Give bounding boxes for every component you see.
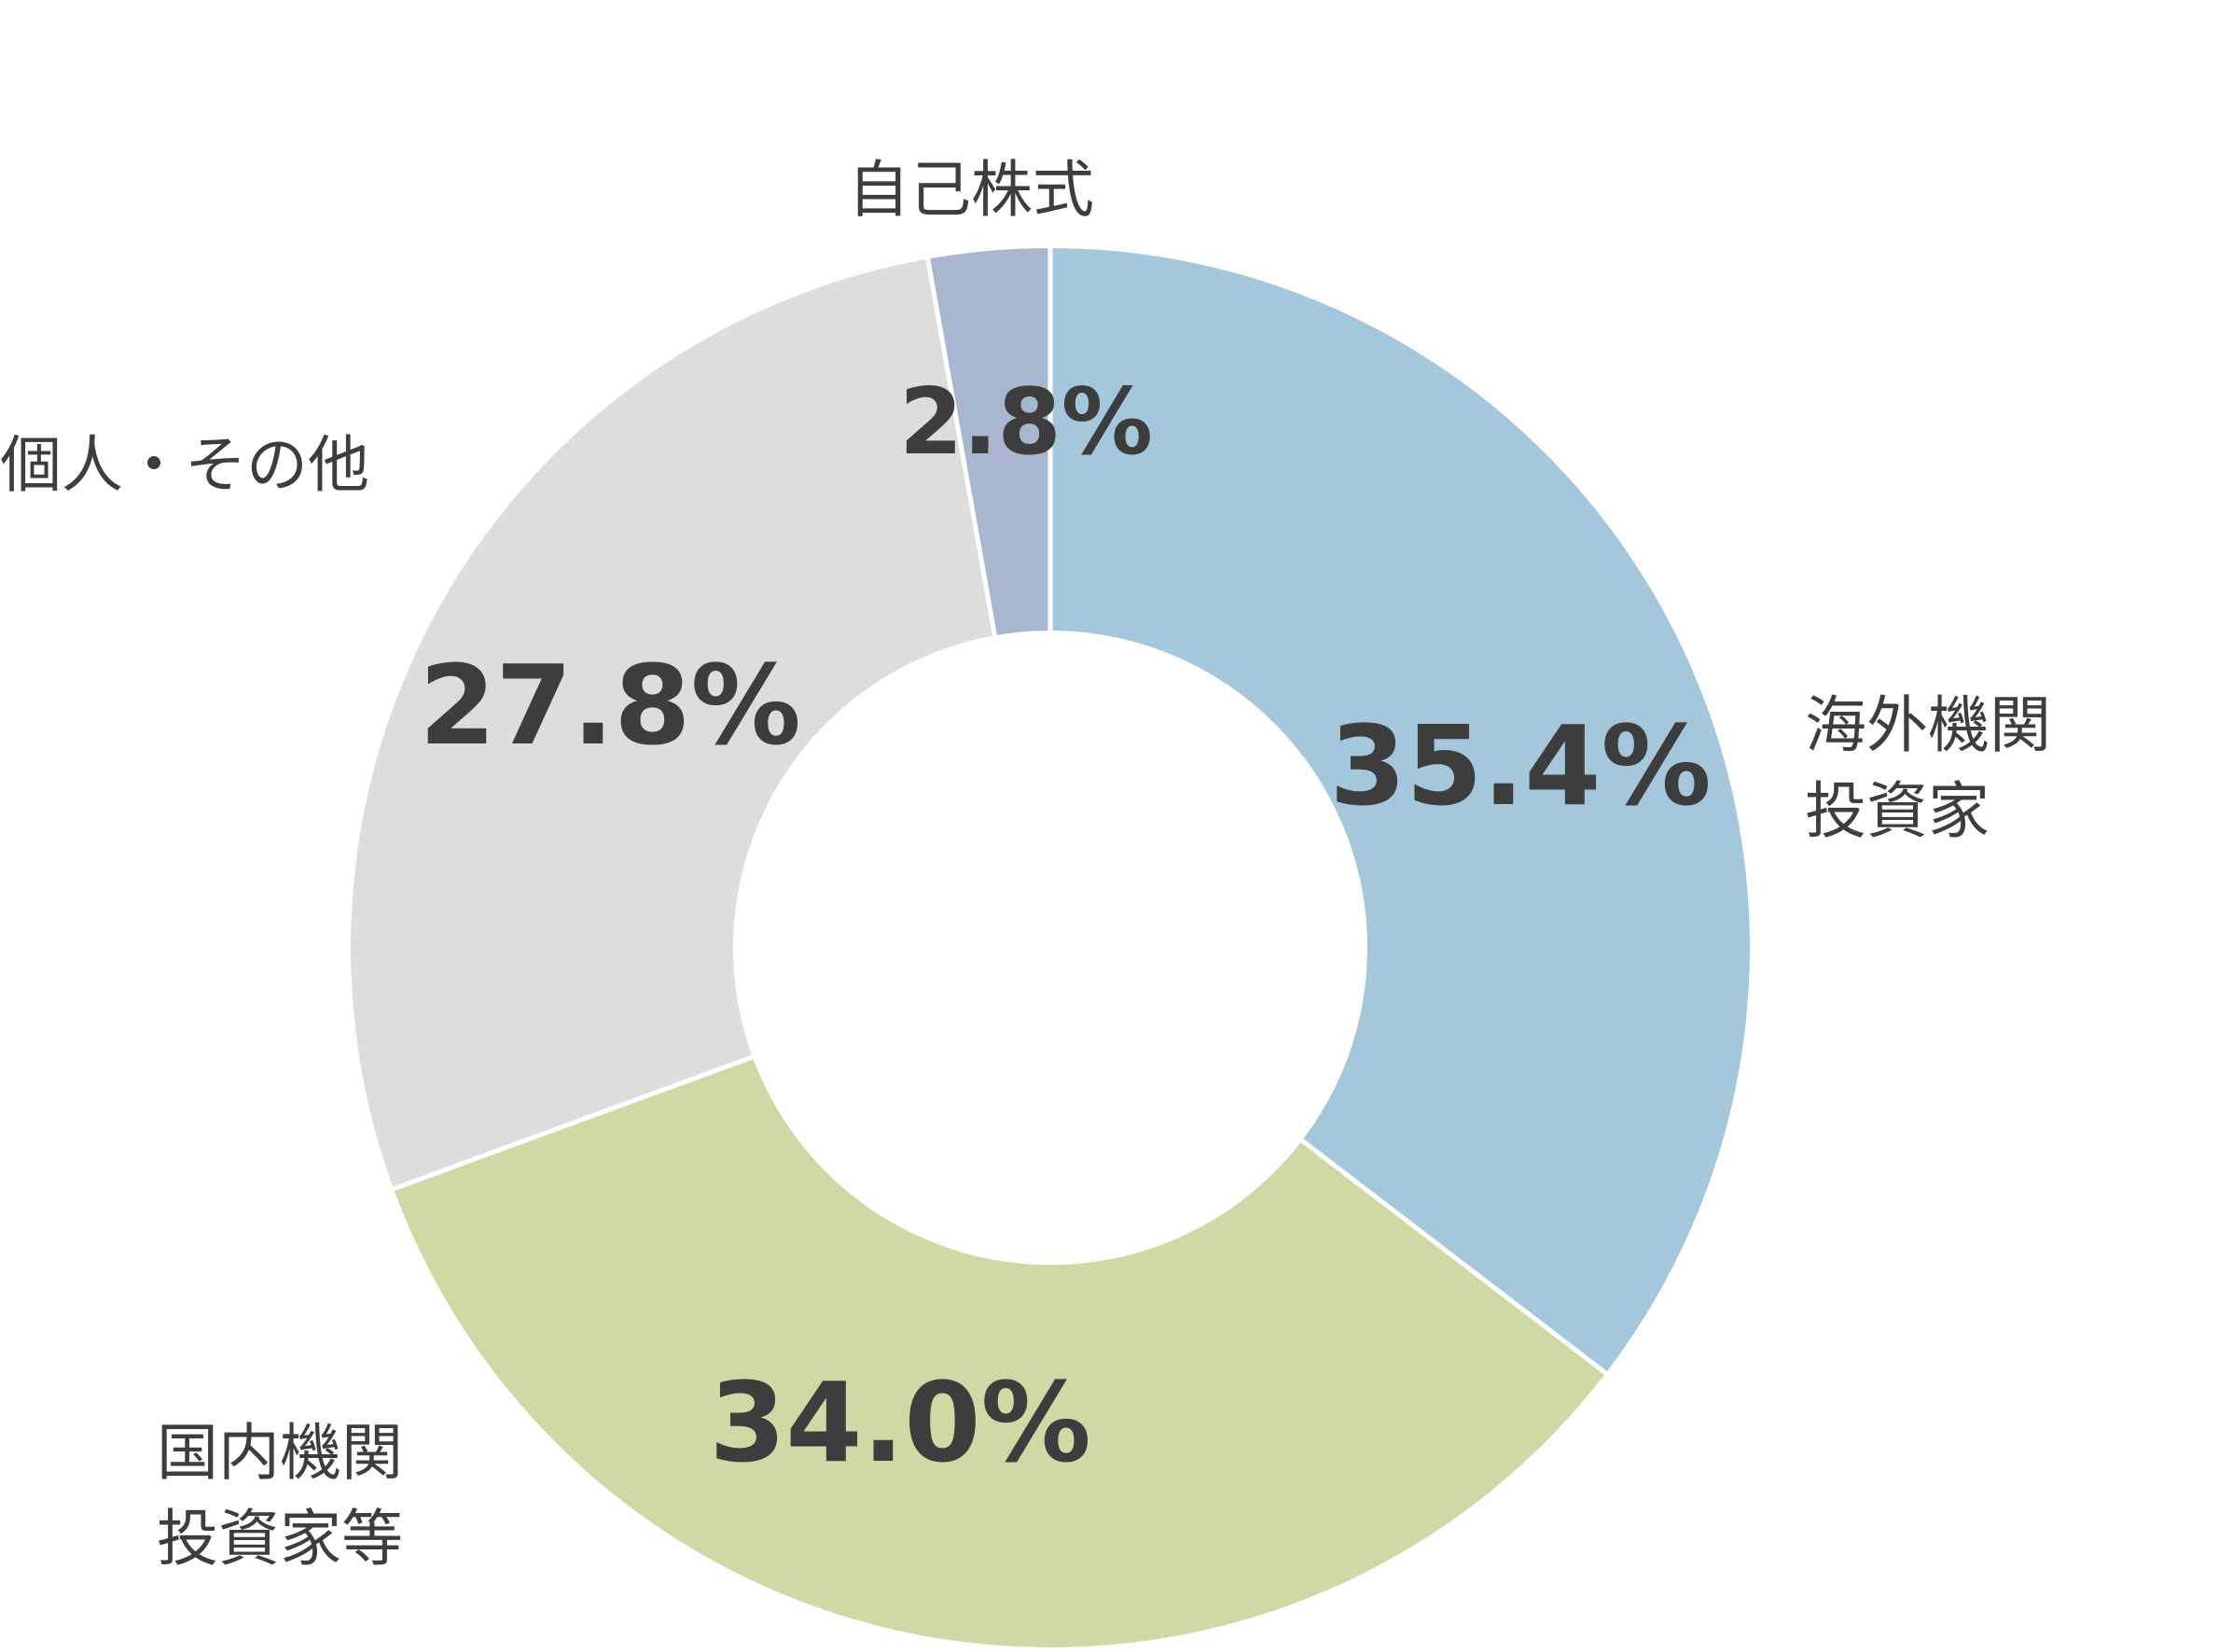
slice-category-label-2: 国内機関投資家等 [157,1417,403,1575]
slice-category-label-1: 海外機関投資家 [1805,689,2051,847]
donut-slices [351,246,1751,1648]
slice-3 [351,258,995,1189]
slice-category-label-line: 投資家 [1805,775,1990,847]
slice-value-label-4: 2.8% [899,369,1153,476]
slice-value-label-2: 34.0% [709,1358,1090,1487]
slice-category-label-4: 自己株式 [848,154,1094,226]
slice-value-label-1: 35.4% [1329,701,1711,830]
slice-separator-4 [924,257,998,638]
slice-category-label-line: 海外機関 [1805,689,2051,761]
slice-category-label-line: 投資家等 [157,1503,403,1575]
slice-category-label-line: 個人・その他 [0,429,369,501]
slice-category-label-line: 国内機関 [157,1417,403,1489]
slice-2 [393,1057,1606,1648]
slice-separator-2 [1298,1137,1609,1377]
slice-value-label-3: 27.8% [419,641,800,770]
slice-category-label-3: 個人・その他 [0,429,369,501]
slice-1 [1050,248,1751,1373]
slice-category-label-line: 自己株式 [848,154,1094,226]
slice-4 [927,248,1050,636]
slice-separator-3 [391,1054,756,1192]
